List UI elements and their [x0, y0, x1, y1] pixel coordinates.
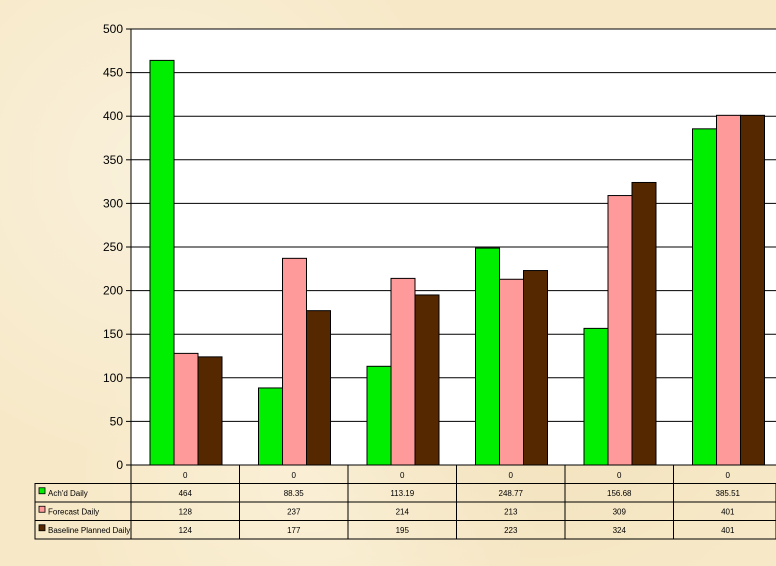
category-label: 0	[183, 471, 188, 480]
data-label: 401	[721, 507, 735, 516]
data-label: 213	[504, 507, 518, 516]
data-label: 128	[179, 507, 193, 516]
bar	[306, 310, 331, 466]
data-label: 156.68	[607, 489, 632, 498]
data-label: 324	[613, 526, 627, 535]
data-label: 248.77	[499, 489, 524, 498]
y-tick-label: 150	[103, 327, 123, 341]
bar	[523, 270, 548, 466]
bar	[499, 278, 524, 466]
bar	[258, 387, 283, 466]
category-label: 0	[726, 471, 731, 480]
data-label: 124	[179, 526, 193, 535]
bar	[282, 257, 307, 466]
y-tick-label: 400	[103, 109, 123, 123]
bar	[149, 59, 175, 466]
y-tick-label: 450	[103, 66, 123, 80]
bar	[366, 365, 392, 466]
data-label: 385.51	[716, 489, 741, 498]
category-label: 0	[509, 471, 514, 480]
legend-label: Forecast Daily	[48, 507, 99, 516]
data-table: 0 0 0 0 0 0 Ach'd Daily 464 88.35 113.19 248.77 156…	[34, 465, 776, 540]
y-tick-label: 300	[103, 196, 123, 210]
y-tick-label: 500	[103, 22, 123, 36]
data-label: 401	[721, 526, 735, 535]
data-label: 464	[179, 489, 193, 498]
data-label: 237	[287, 507, 301, 516]
y-tick-label: 350	[103, 153, 123, 167]
legend-label: Ach'd Daily	[48, 489, 88, 498]
bar	[740, 114, 765, 466]
bar	[631, 181, 657, 466]
data-label: 88.35	[284, 489, 305, 498]
bar	[390, 277, 416, 466]
y-tick-label: 0	[116, 458, 123, 472]
bar	[475, 247, 500, 466]
data-label: 177	[287, 526, 301, 535]
bar	[414, 294, 440, 466]
bar	[716, 114, 741, 466]
category-label: 0	[617, 471, 622, 480]
bar	[692, 128, 717, 466]
bar	[197, 356, 223, 466]
bar	[173, 352, 199, 466]
data-label: 113.19	[390, 489, 414, 498]
bar-marks	[149, 59, 765, 466]
y-tick-label: 200	[103, 284, 123, 298]
y-tick-label: 50	[110, 414, 124, 428]
y-tick-label: 250	[103, 240, 123, 254]
data-label: 214	[396, 507, 410, 516]
legend-label: Baseline Planned Daily	[48, 526, 130, 535]
bar	[607, 195, 633, 466]
grid-lines	[131, 28, 776, 466]
category-label: 0	[292, 471, 297, 480]
data-label: 309	[613, 507, 627, 516]
legend-swatch	[38, 505, 46, 513]
legend-swatch	[38, 524, 46, 532]
data-label: 223	[504, 526, 518, 535]
data-label: 195	[396, 526, 410, 535]
category-label: 0	[400, 471, 405, 480]
legend-swatch	[38, 487, 46, 495]
bar	[583, 327, 609, 466]
y-tick-label: 100	[103, 371, 123, 385]
y-axis: 0 50 100 150 200 250 300 350 400 450 500	[103, 22, 132, 472]
